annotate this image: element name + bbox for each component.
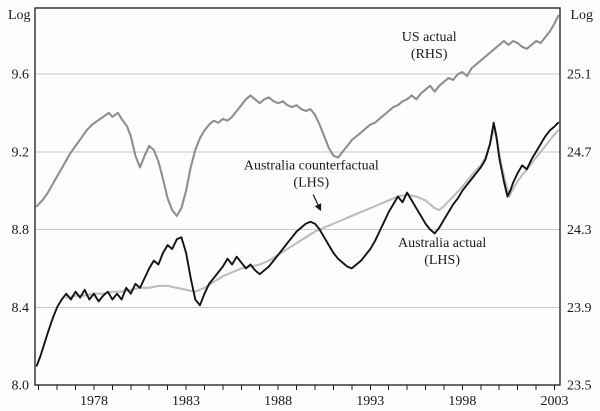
left-tick-label: 8.4	[12, 301, 30, 316]
annotation-aus-counterfactual-line2: (LHS)	[293, 175, 329, 190]
left-tick-label: 9.6	[12, 68, 30, 83]
annotation-aus-counterfactual-arrow	[312, 194, 322, 212]
x-tick-label: 1978	[80, 394, 108, 409]
series-line-us-actual	[35, 14, 560, 217]
left-axis-title: Log	[8, 8, 31, 23]
right-tick-label: 24.7	[567, 145, 592, 160]
right-tick-label: 24.3	[567, 223, 592, 238]
x-tick-label: 1993	[356, 394, 384, 409]
x-ticks-group	[38, 385, 555, 390]
annotation-aus-counterfactual-line1: Australia counterfactual	[244, 158, 379, 173]
series-line-australia-actual	[35, 121, 560, 367]
annotation-aus-actual-line1: Australia actual	[398, 236, 486, 251]
x-tick-label: 1983	[172, 394, 200, 409]
annotations-group: US actual (RHS) Australia counterfactual (L…	[244, 30, 486, 268]
x-tick-label: 1998	[448, 394, 476, 409]
x-tick-label: 2003	[540, 394, 568, 409]
left-tick-label: 9.2	[12, 145, 30, 160]
x-tick-label: 1988	[264, 394, 292, 409]
left-tick-label: 8.0	[12, 379, 30, 394]
right-tick-label: 23.5	[567, 379, 592, 394]
annotation-us-actual-line1: US actual	[402, 30, 457, 45]
axis-labels-group: 9.6 9.2 8.8 8.4 8.0 25.1 24.7 24.3 23.9 23.5 1978 1…	[12, 68, 592, 409]
series-group	[35, 14, 560, 367]
left-tick-label: 8.8	[12, 223, 30, 238]
series-line-australia-counterfactual	[65, 127, 560, 299]
gridlines-group	[35, 73, 560, 308]
right-tick-label: 25.1	[567, 68, 592, 83]
plot-border	[34, 7, 561, 386]
annotation-aus-actual-line2: (LHS)	[424, 253, 460, 268]
right-tick-label: 23.9	[567, 301, 592, 316]
right-axis-title: Log	[570, 8, 593, 23]
annotation-us-actual-line2: (RHS)	[411, 47, 448, 62]
